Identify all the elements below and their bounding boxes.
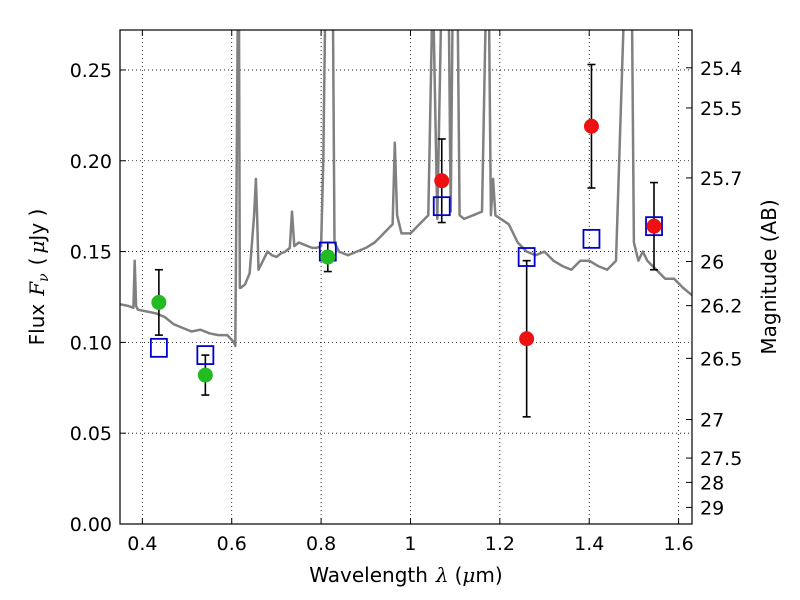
observed-point — [519, 331, 535, 347]
x-tick-label: 0.4 — [127, 533, 157, 555]
y-axis-subscript: ν — [36, 273, 52, 282]
magnitude-tick-label: 29 — [700, 497, 724, 519]
model-point — [517, 247, 536, 267]
observed-point — [646, 218, 662, 234]
model-point — [645, 216, 663, 237]
magnitude-tick-label: 26.5 — [700, 348, 742, 370]
model-point — [196, 345, 215, 365]
observed-point — [151, 294, 167, 310]
magnitude-tick-label: 26 — [700, 251, 724, 273]
y-axis-title: Flux Fν ( μJy ) — [25, 209, 52, 346]
observed-point — [434, 173, 450, 189]
data-markers — [149, 118, 663, 383]
magnitude-tick-label: 25.4 — [700, 58, 742, 80]
y-axis-title-text: Flux — [25, 304, 49, 346]
y-axis: 0.00 0.05 0.10 0.15 0.20 0.25 — [70, 60, 126, 536]
x-axis-unit-mu: μ — [462, 563, 475, 587]
magnitude-tick-label: 27.5 — [700, 448, 742, 470]
magnitude-axis: 25.4 25.5 25.7 26 26.2 26.5 27 27.528 29 — [686, 58, 742, 519]
x-axis-symbol: λ — [435, 563, 449, 587]
magnitude-tick-label: 26.2 — [700, 296, 742, 318]
magnitude-tick-label: 25.7 — [700, 168, 742, 190]
x-axis-title-text: Wavelength — [309, 563, 428, 587]
model-point — [432, 196, 451, 217]
model-point — [149, 337, 168, 358]
magnitude-tick-label: 25.5 — [700, 98, 742, 120]
error-bars — [154, 63, 659, 418]
plot-frame — [119, 29, 693, 525]
y-tick-label: 0.10 — [70, 332, 112, 354]
x-axis-unit-rest: m) — [475, 563, 502, 587]
x-tick-label: 1.4 — [574, 533, 604, 555]
model-point — [582, 228, 601, 249]
x-axis-unit-open: ( — [455, 563, 463, 587]
observed-point — [197, 367, 213, 383]
x-axis-title: Wavelength λ (μm) — [309, 563, 502, 587]
y-tick-label: 0.00 — [70, 514, 112, 536]
y-axis-unit-mu: μ — [25, 241, 49, 254]
y-tick-label: 0.15 — [70, 242, 112, 264]
x-tick-label: 1.6 — [663, 533, 693, 555]
y-tick-label: 0.20 — [70, 151, 112, 173]
y-axis-unit-open: ( — [25, 258, 49, 266]
observed-point — [583, 118, 599, 134]
spectrum-line — [120, 30, 692, 348]
x-axis: 0.4 0.6 0.8 1 1.2 1.4 1.6 — [127, 30, 694, 555]
y-tick-label: 0.05 — [70, 423, 112, 445]
x-tick-label: 0.8 — [306, 533, 336, 555]
observed-point — [320, 249, 336, 265]
y-axis-unit-rest: Jy ) — [25, 209, 49, 243]
magnitude-axis-title: Magnitude (AB) — [757, 199, 781, 354]
x-tick-label: 1.2 — [485, 533, 515, 555]
y-axis-symbol: F — [25, 281, 49, 297]
y-tick-label: 0.25 — [70, 60, 112, 82]
magnitude-tick-label: 28 — [700, 472, 724, 494]
grid — [120, 30, 692, 525]
x-tick-label: 1 — [404, 533, 416, 555]
x-tick-label: 0.6 — [217, 533, 247, 555]
magnitude-tick-label: 27 — [700, 409, 724, 431]
